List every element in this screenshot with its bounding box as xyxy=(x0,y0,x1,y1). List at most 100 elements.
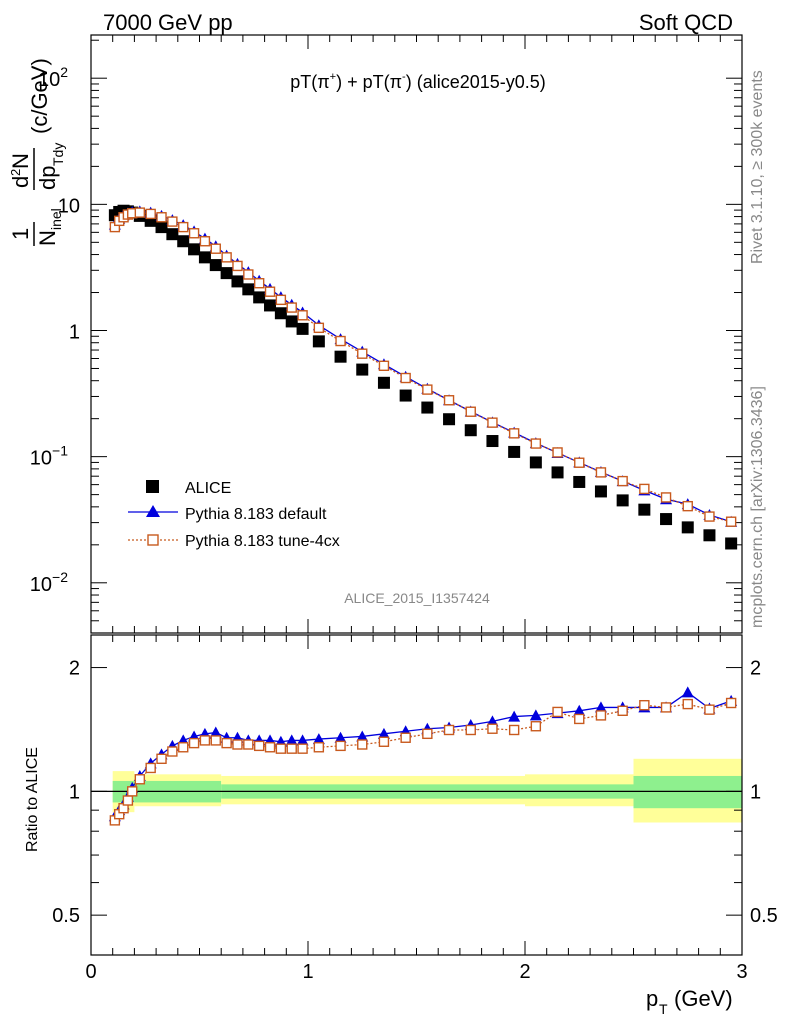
alice-data-point xyxy=(296,322,309,335)
energy-label: 7000 GeV pp xyxy=(103,10,233,35)
x-tick-label: 3 xyxy=(736,961,747,983)
pythia-tune4cx-point xyxy=(465,406,476,417)
ratio-y-tick-label-left: 2 xyxy=(69,658,80,680)
ratio-tune4cx-point xyxy=(286,743,297,754)
ratio-default-point xyxy=(312,733,325,745)
title-part-3: ) (alice2015-y0.5) xyxy=(406,72,546,92)
ylabel-den2: dp xyxy=(35,166,60,190)
ratio-tune4cx-point xyxy=(443,724,455,736)
stat-band-segment xyxy=(633,775,742,809)
alice-data-point xyxy=(508,445,521,458)
title-part-1: pT( xyxy=(290,72,317,92)
alice-data-point xyxy=(616,494,629,507)
ratio-default-point xyxy=(681,686,694,698)
ratio-tune4cx-point xyxy=(357,739,368,750)
alice-data-point xyxy=(464,424,477,437)
ratio-tune4cx-point xyxy=(253,740,265,752)
title-pi-minus: π xyxy=(390,72,402,92)
ratio-tune4cx-point xyxy=(574,713,585,725)
alice-data-point xyxy=(573,475,586,488)
main-y-tick-label: 1 xyxy=(69,321,80,343)
pythia-tune4cx-point xyxy=(210,243,221,254)
alice-data-point xyxy=(399,389,412,402)
alice-data-point xyxy=(529,456,542,469)
ratio-default-point xyxy=(296,734,309,746)
pythia-tune4cx-point xyxy=(639,483,650,495)
main-y-tick-label: 102 xyxy=(38,64,68,91)
alice-data-point xyxy=(594,485,607,498)
title-part-2: ) + pT( xyxy=(336,72,390,92)
pythia-tune4cx-point xyxy=(508,428,520,439)
legend-marker-default xyxy=(146,505,160,517)
ratio-default-point xyxy=(334,731,347,743)
alice-data-point xyxy=(198,251,211,264)
alice-data-point xyxy=(703,529,716,542)
pythia-tune4cx-point xyxy=(178,221,189,233)
ylabel-den: N xyxy=(35,230,60,246)
pythia-tune4cx-point xyxy=(286,302,297,313)
ratio-default-point xyxy=(529,709,542,721)
pythia-tune4cx-point xyxy=(167,216,178,227)
ratio-y-tick-label-left: 0.5 xyxy=(52,905,80,927)
alice-data-point xyxy=(421,401,434,414)
ratio-tune4cx-point xyxy=(221,737,232,749)
ratio-tune4cx-point xyxy=(335,740,346,752)
legend-label-default: Pythia 8.183 default xyxy=(185,506,327,523)
chart-marks: 0 1 2 3 10−2 10−1 1 10 102 0.5 0.5 1 1 2 2 xyxy=(30,34,778,983)
ratio-y-label: Ratio to ALICE xyxy=(24,747,41,852)
ratio-tune4cx-point xyxy=(400,732,411,743)
ratio-default-point xyxy=(285,734,298,746)
pythia-tune4cx-point xyxy=(725,516,737,527)
side-source-label: mcplots.cern.ch [arXiv:1306.3436] xyxy=(749,386,766,628)
alice-data-point xyxy=(166,228,179,241)
legend: ALICE Pythia 8.183 default Pythia 8.183 … xyxy=(128,480,340,550)
pythia-tune4cx-point xyxy=(595,467,607,478)
ratio-tune4cx-point xyxy=(639,699,650,711)
alice-data-point xyxy=(274,307,287,320)
main-y-tick-label: 10−1 xyxy=(30,443,68,470)
ratio-tune4cx-point xyxy=(167,746,178,757)
pythia-tune4cx-point xyxy=(243,269,254,280)
ratio-tune4cx-point xyxy=(210,735,221,746)
ratio-tune4cx-point xyxy=(188,737,200,749)
pythia-tune4cx-point xyxy=(221,252,232,263)
process-label: Soft QCD xyxy=(639,10,733,35)
ratio-tune4cx-point xyxy=(199,735,211,746)
pythia-tune4cx-point xyxy=(232,260,243,272)
pythia-tune4cx-point xyxy=(617,475,628,487)
alice-data-point xyxy=(242,283,255,296)
pythia-tune4cx-point xyxy=(188,228,200,239)
ratio-tune4cx-point xyxy=(264,742,276,753)
ylabel-unit: (c/GeV) xyxy=(27,58,52,134)
pythia-tune4cx-point xyxy=(530,438,542,449)
legend-label-tune4cx: Pythia 8.183 tune-4cx xyxy=(185,533,340,550)
alice-data-point xyxy=(551,466,564,479)
pythia-tune4cx-point xyxy=(357,348,368,359)
ylabel-num-rest: N xyxy=(8,153,33,169)
pythia-tune4cx-point xyxy=(297,310,308,321)
alice-data-point xyxy=(443,413,456,426)
pythia-tune4cx-point xyxy=(313,322,325,334)
pythia-tune4cx-point xyxy=(682,500,693,512)
pythia-tune4cx-point xyxy=(199,236,211,247)
ratio-tune4cx-point xyxy=(127,786,138,797)
pythia-tune4cx-point xyxy=(422,384,433,395)
legend-marker-tune4cx xyxy=(147,534,159,546)
ratio-y-tick-label-right: 1 xyxy=(750,781,761,803)
ratio-tune4cx-point xyxy=(552,706,563,718)
ylabel-den2-sub: Tdy xyxy=(50,143,66,166)
main-y-tick-label: 10 xyxy=(58,195,80,217)
ratio-tune4cx-point xyxy=(134,774,146,785)
pythia-tune4cx-point xyxy=(552,447,563,458)
ratio-tune4cx-point xyxy=(122,795,134,806)
main-y-label: 1 N inel d 2 N dp Tdy (c/GeV) xyxy=(8,58,66,246)
pythia-tune4cx-point xyxy=(443,395,455,406)
ratio-tune4cx-point xyxy=(145,762,156,774)
ratio-y-tick-label-right: 2 xyxy=(750,658,761,680)
ratio-tune4cx-point xyxy=(682,698,693,710)
pythia-tune4cx-point xyxy=(487,417,498,428)
x-tick-label: 1 xyxy=(302,961,313,983)
main-y-tick-label: 10−2 xyxy=(30,569,68,596)
ratio-tune4cx-point xyxy=(243,739,254,750)
title-sup-minus: - xyxy=(402,71,406,83)
